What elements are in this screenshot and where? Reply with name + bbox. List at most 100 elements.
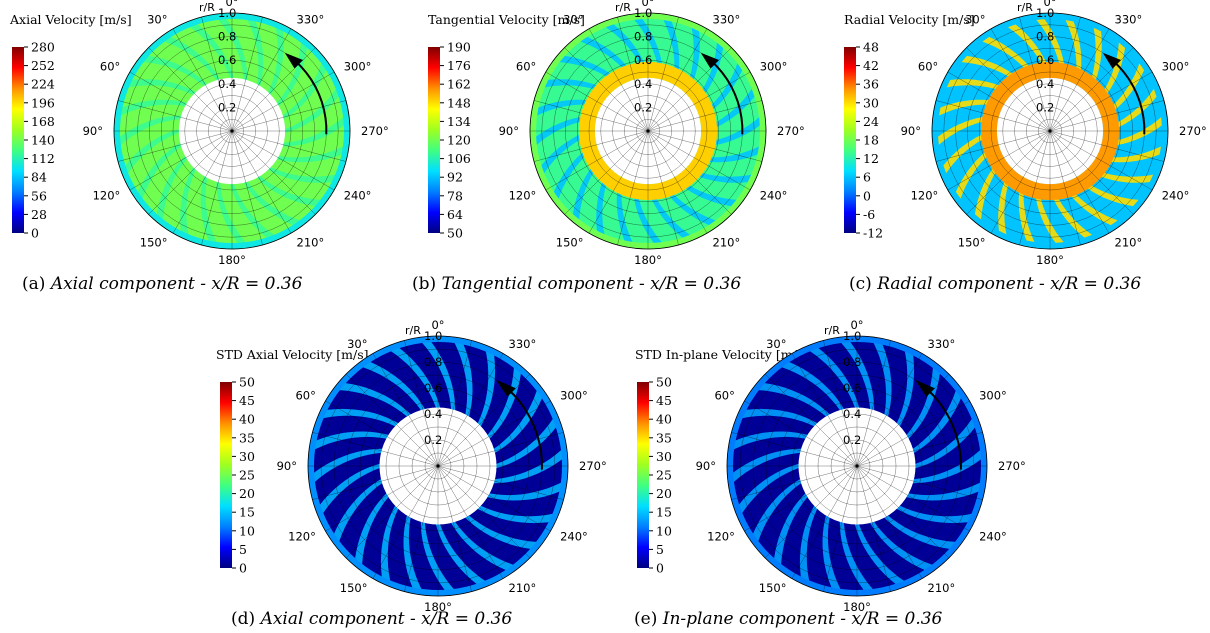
blade-wake — [316, 408, 399, 427]
grid-spoke — [231, 100, 347, 132]
grid-spoke — [935, 130, 1051, 162]
angle-tick-label: 90° — [277, 459, 297, 473]
caption-b-text: Tangential component - x/R = 0.36 — [441, 274, 742, 294]
outer-boundary — [307, 335, 569, 597]
grid-spoke — [564, 47, 649, 132]
colorbar-tick-label: 120 — [447, 133, 471, 148]
colorbar-tick-label: 30 — [239, 449, 255, 464]
angle-tick-label: 180° — [843, 600, 871, 614]
colorbar-tick-label: 18 — [863, 133, 879, 148]
polar-plot-a: Axial Velocity [m/s]28025222419616814011… — [9, 0, 389, 267]
angle-tick-label: 150° — [140, 236, 168, 250]
grid-spoke — [129, 71, 233, 132]
radial-tick-label: 0.4 — [424, 407, 442, 421]
colorbar-tick-label: 280 — [31, 40, 55, 55]
grid-spoke — [856, 465, 983, 500]
blade-wake — [735, 408, 818, 427]
grid-spoke — [345, 373, 439, 467]
grid-spoke — [731, 432, 858, 467]
radial-tick-label: 0.2 — [634, 100, 652, 114]
colorbar-tick-label: 35 — [239, 430, 255, 445]
grid-spoke — [647, 130, 763, 162]
radial-tick-label: 0.6 — [218, 53, 236, 67]
angle-tick-label: 330° — [928, 337, 956, 351]
colorbar-tick-label: 196 — [31, 95, 55, 110]
angle-tick-label: 330° — [1115, 12, 1143, 26]
grid-spoke — [372, 465, 439, 579]
radial-axis-label: r/R — [1017, 1, 1033, 14]
radial-tick-label: 0.2 — [424, 433, 442, 447]
blade-wake — [1074, 176, 1146, 207]
caption-b-label: (b) — [412, 274, 437, 294]
colorbar-tick-label: 50 — [239, 375, 255, 390]
grid-spoke — [791, 353, 858, 467]
panel-b: Tangential Velocity [m/s] 190 176 162 148 134… — [400, 0, 810, 267]
grid-spoke — [647, 28, 708, 132]
grid-spoke — [1049, 130, 1165, 162]
angle-tick-label: 90° — [696, 459, 716, 473]
grid-spoke — [437, 465, 564, 500]
angle-tick-label: 60° — [918, 60, 938, 74]
angle-tick-label: 150° — [958, 236, 986, 250]
grid-spoke — [856, 353, 923, 467]
blade-wake — [836, 336, 875, 411]
colorbar-tick-label: 162 — [447, 77, 471, 92]
grid-spoke — [117, 100, 233, 132]
grid-spoke — [791, 465, 858, 579]
colorbar — [428, 47, 440, 233]
polar-grid — [726, 335, 988, 597]
blade-wake — [884, 515, 963, 550]
grid-spoke — [1049, 47, 1134, 132]
colorbar-tick-label: 224 — [31, 77, 55, 92]
angle-tick-label: 240° — [760, 189, 788, 203]
radial-tick-label: 0.8 — [843, 355, 861, 369]
blade-wake — [216, 181, 251, 249]
grid-spoke — [647, 71, 751, 132]
blade-wake — [906, 360, 941, 439]
radial-tick-label: 0.8 — [634, 30, 652, 44]
outer-boundary — [113, 12, 351, 250]
colorbar-tick-label: 140 — [31, 133, 55, 148]
angle-tick-label: 240° — [1162, 189, 1190, 203]
grid-spoke — [533, 100, 649, 132]
angle-tick-label: 270° — [361, 124, 389, 138]
blade-wake — [477, 505, 560, 524]
caption-c-text: Radial component - x/R = 0.36 — [877, 274, 1142, 294]
angle-tick-label: 0° — [431, 318, 444, 332]
colorbar-tick-label: 25 — [239, 468, 255, 483]
grid-spoke — [856, 465, 891, 592]
grid-spoke — [856, 465, 923, 579]
angle-tick-label: 240° — [560, 530, 588, 544]
blade-wake — [1086, 167, 1161, 183]
colorbar-tick-label: 92 — [447, 170, 463, 185]
outer-boundary — [726, 335, 988, 597]
angle-tick-label: 270° — [579, 459, 607, 473]
grid-spoke — [437, 465, 504, 579]
blade-wake — [896, 344, 915, 427]
colorbar — [844, 47, 856, 233]
grid-spoke — [856, 465, 970, 532]
angle-tick-label: 0° — [1043, 0, 1056, 9]
rotation-arrow-head — [915, 379, 935, 397]
angle-tick-label: 0° — [641, 0, 654, 9]
blade-wake — [417, 336, 456, 411]
rotation-arrow-head — [284, 52, 303, 69]
grid-spoke — [129, 130, 233, 191]
polar-grid — [307, 335, 569, 597]
grid-spoke — [856, 465, 950, 559]
caption-a-label: (a) — [22, 274, 46, 294]
angle-tick-label: 60° — [295, 389, 315, 403]
radial-tick-label: 0.4 — [218, 77, 236, 91]
grid-spoke — [545, 130, 649, 191]
angle-tick-label: 180° — [634, 253, 662, 267]
angle-tick-label: 90° — [499, 124, 519, 138]
polar-plot-b: Tangential Velocity [m/s] 190 176 162 148 134… — [428, 0, 805, 267]
colorbar-tick-label: 25 — [656, 468, 672, 483]
caption-a: (a) Axial component - x/R = 0.36 — [22, 274, 302, 294]
blade-wake — [672, 176, 744, 207]
grid-spoke — [1019, 130, 1051, 246]
grid-spoke — [647, 130, 732, 215]
colorbar-tick-label: 40 — [239, 412, 255, 427]
grid-spoke — [404, 465, 439, 592]
caption-d-text: Axial component - x/R = 0.36 — [260, 609, 513, 629]
